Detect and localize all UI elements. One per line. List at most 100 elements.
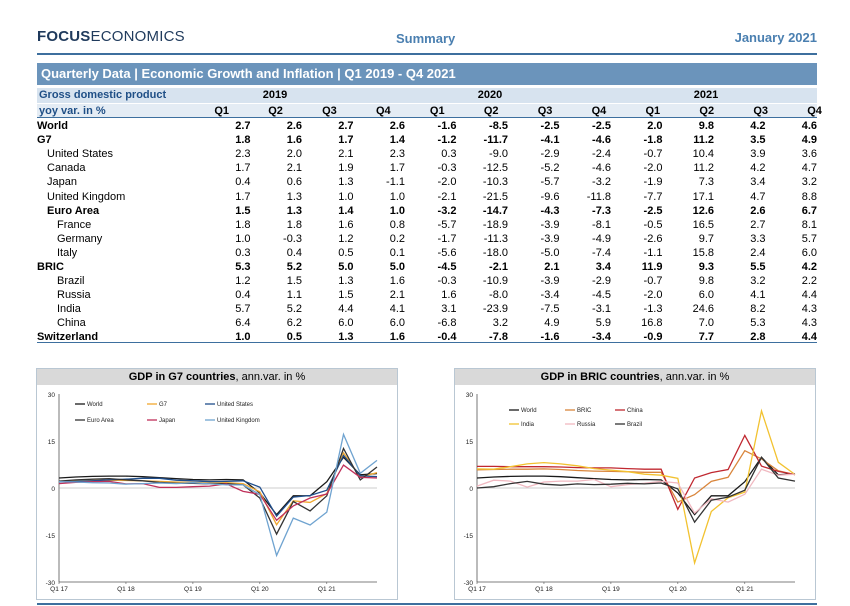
table-cell: 1.0 [389,204,405,217]
g7-y-tick-label: -30 [46,580,56,587]
table-cell: 8.2 [750,303,766,316]
table-cell: 3.2 [750,275,766,288]
table-row: Canada 1.7 2.1 1.9 1.7 -0.3 -12.5 -5.2 -4.6 -2.0 1… [37,161,817,175]
brand-bold: FOCUS [37,28,91,45]
table-cell: -2.1 [437,190,457,203]
table-row: United Kingdom 1.7 1.3 1.0 1.0 -2.1 -21.5 -9.6 -… [37,189,817,203]
table-cell: 2.0 [647,120,663,133]
year-2021: 2021 [693,89,719,101]
table-cell: 0.4 [235,289,251,302]
table-cell: 7.7 [698,331,714,344]
g7-x-tick-label: Q1 17 [50,586,68,593]
table-cell: 1.0 [389,190,405,203]
table-cell: -7.3 [592,204,611,217]
quarter-header: Q4 [376,105,391,117]
table-cell: -1.9 [643,176,663,189]
table-cell: -8.0 [489,289,508,302]
table-cell: -4.5 [592,289,611,302]
table-cell: -1.8 [643,134,663,147]
table-cell: -4.6 [592,162,611,175]
table-cell: -2.0 [643,162,663,175]
table-cell: 2.3 [389,148,405,161]
table-label-yoy: yoy var. in % [39,105,106,117]
bric-x-tick-label: Q1 19 [602,586,620,593]
table-cell: 1.4 [389,134,405,147]
table-cell: -2.4 [592,148,611,161]
footer-divider [37,603,817,605]
table-cell: -2.0 [643,289,663,302]
table-cell: 5.2 [286,260,302,273]
table-row: Japan 0.4 0.6 1.3 -1.1 -2.0 -10.3 -5.7 -3.2 -1.9 7… [37,175,817,189]
table-cell: 5.9 [595,317,611,330]
table-cell: 0.6 [286,176,302,189]
table-cell: -21.5 [482,190,508,203]
bric-legend-label: World [521,408,537,414]
table-cell: 2.6 [389,120,405,133]
g7-series-line [58,456,378,516]
brand-rest: ECONOMICS [90,28,185,45]
table-cell: 1.3 [338,331,354,344]
row-label: Brazil [57,275,85,288]
table-cell: -5.0 [540,246,560,259]
table-cell: -18.9 [482,218,508,231]
table-cell: -4.5 [437,260,457,273]
quarter-header: Q3 [753,105,768,117]
table-cell: 3.1 [441,303,457,316]
table-cell: 0.4 [235,176,251,189]
table-cell: -4.3 [540,204,560,217]
table-cell: 5.2 [286,303,302,316]
table-cell: -8.5 [489,120,508,133]
table-row: World 2.7 2.6 2.7 2.6 -1.6 -8.5 -2.5 -2.5 2.0 9.8 4… [37,119,817,133]
row-label: Switzerland [37,331,99,344]
table-cell: 0.1 [389,246,405,259]
row-label: Italy [57,246,78,259]
g7-x-tick-label: Q1 18 [117,586,135,593]
table-cell: 0.3 [235,246,251,259]
table-header-band [37,88,817,103]
table-cell: 1.4 [338,204,354,217]
table-cell: 4.9 [801,134,817,147]
table-cell: 2.7 [338,120,354,133]
table-cell: 12.6 [692,204,714,217]
table-cell: 6.0 [801,246,817,259]
bric-series-line [477,433,796,511]
bric-y-tick-label: -30 [464,580,474,587]
table-cell: 3.9 [750,148,766,161]
table-cell: -7.4 [592,246,611,259]
table-cell: 5.5 [750,260,766,273]
g7-y-tick-label: -15 [46,533,56,540]
table-cell: -9.0 [489,148,508,161]
table-cell: -0.9 [643,331,663,344]
table-row: France 1.8 1.8 1.6 0.8 -5.7 -18.9 -3.9 -8.1 -0.5 1… [37,218,817,232]
row-label: G7 [37,134,52,147]
table-cell: 16.5 [692,218,714,231]
row-label: China [57,317,86,330]
table-cell: 24.6 [692,303,714,316]
table-cell: 4.3 [801,317,817,330]
table-cell: -11.8 [586,190,611,203]
gdp-table: World 2.7 2.6 2.7 2.6 -1.6 -8.5 -2.5 -2.5 2.0 9.8 4… [37,119,817,345]
table-header-divider [37,117,817,118]
table-cell: -4.6 [592,134,611,147]
table-subheader-band [37,104,817,117]
bric-series-line [476,449,796,503]
table-cell: 0.8 [389,218,405,231]
quarter-header: Q1 [429,105,445,117]
table-cell: -4.9 [592,232,611,245]
table-cell: 5.0 [338,260,354,273]
table-cell: 9.8 [698,120,714,133]
bric-y-tick-label: 0 [469,486,473,493]
table-cell: 2.0 [286,148,302,161]
table-cell: 1.2 [338,232,354,245]
table-row: Russia 0.4 1.1 1.5 2.1 1.6 -8.0 -3.4 -4.5 -2.0 6.0… [37,288,817,302]
table-cell: 11.2 [693,162,714,175]
table-cell: 1.6 [338,218,354,231]
table-row: Germany 1.0 -0.3 1.2 0.2 -1.7 -11.3 -3.9 -4.9 -2.… [37,232,817,246]
table-cell: 5.7 [801,232,817,245]
table-cell: 6.7 [801,204,817,217]
chart-g7-title-bold: GDP in G7 countries [128,371,236,383]
bric-x-tick-label: Q1 21 [736,586,754,593]
table-row: India 5.7 5.2 4.4 4.1 3.1 -23.9 -7.5 -3.1 -1.3 24.… [37,302,817,316]
chart-bric: GDP in BRIC countries, ann.var. in % 30 1… [454,368,816,600]
